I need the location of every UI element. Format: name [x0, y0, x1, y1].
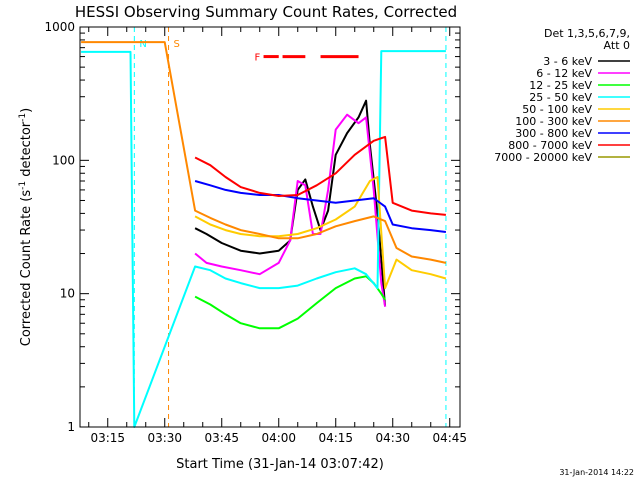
- y-tick-label: 1: [67, 420, 75, 434]
- legend-label: 25 - 50 keV: [529, 91, 592, 104]
- annotation-label: S: [174, 39, 180, 50]
- plot-frame: [79, 26, 461, 428]
- legend-label: 300 - 800 keV: [515, 127, 592, 140]
- x-tick-label: 03:30: [147, 431, 182, 445]
- legend-label: 3 - 6 keV: [543, 55, 592, 68]
- series-line: [194, 135, 446, 216]
- series-line: [194, 275, 386, 330]
- legend-label: 7000 - 20000 keV: [494, 151, 592, 164]
- plot-area: N S F: [81, 27, 447, 428]
- x-axis: 03:15 03:30 03:45 04:00 04:15 04:30 04:45: [88, 27, 467, 445]
- series-line: [194, 180, 447, 233]
- chart-title: HESSI Observing Summary Count Rates, Cor…: [75, 3, 457, 21]
- x-axis-label: Start Time (31-Jan-14 03:07:42): [176, 457, 384, 472]
- annotation-label: F: [255, 53, 261, 64]
- x-tick-label: 04:30: [375, 431, 410, 445]
- series-line: [194, 99, 387, 307]
- y-tick-label: 10: [60, 287, 75, 301]
- x-tick-label: 04:00: [261, 431, 296, 445]
- x-tick-label: 03:15: [90, 431, 125, 445]
- legend-header-line2: Att 0: [604, 39, 630, 52]
- footer-date: 31-Jan-2014 14:22: [559, 468, 634, 477]
- legend-label: 800 - 7000 keV: [508, 139, 592, 152]
- legend-header-line1: Det 1,3,5,6,7,9,: [544, 27, 630, 40]
- annotation-label: N: [139, 39, 146, 50]
- legend-label: 100 - 300 keV: [515, 115, 592, 128]
- y-axis-label: Corrected Count Rate (s-1 detector-1): [18, 108, 34, 346]
- x-tick-label: 04:15: [318, 431, 353, 445]
- y-tick-label: 1000: [44, 20, 75, 34]
- series-line: [194, 176, 447, 290]
- legend-label: 6 - 12 keV: [536, 67, 592, 80]
- y-tick-label: 100: [52, 153, 75, 167]
- series-line: [81, 50, 446, 428]
- x-tick-label: 04:45: [432, 431, 467, 445]
- series-line: [81, 41, 447, 264]
- y-axis: 1 10 100 1000: [44, 20, 460, 434]
- legend-label: 12 - 25 keV: [529, 79, 592, 92]
- legend-label: 50 - 100 keV: [522, 103, 592, 116]
- x-tick-label: 03:45: [204, 431, 239, 445]
